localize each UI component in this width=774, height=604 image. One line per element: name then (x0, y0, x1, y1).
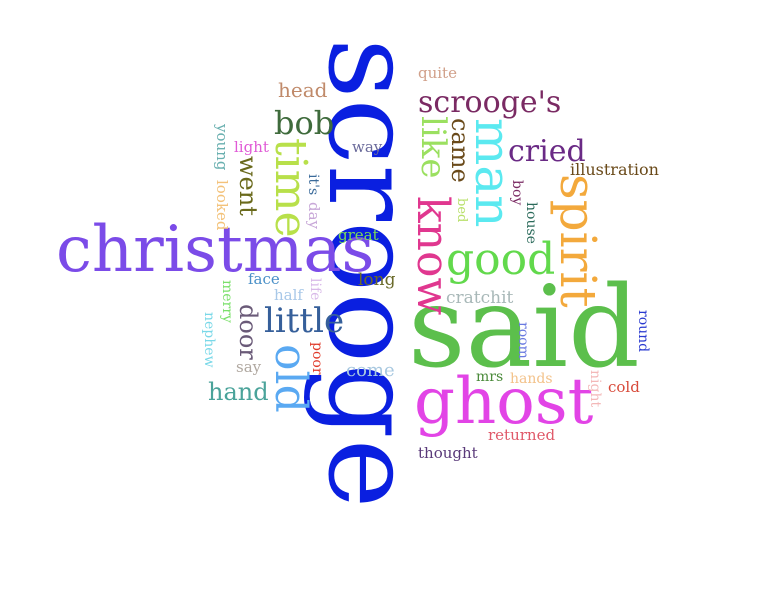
word-went: went (234, 156, 262, 216)
word-poor: poor (309, 342, 325, 375)
word-head: head (278, 78, 328, 102)
word-night: night (587, 370, 603, 408)
word-merry: merry (219, 280, 235, 323)
word-ghost: ghost (414, 365, 594, 439)
word-come: come (346, 360, 395, 381)
word-boy: boy (509, 180, 525, 206)
word-its: it's (305, 174, 321, 196)
word-door: door (234, 304, 262, 360)
word-old: old (265, 344, 316, 413)
word-mrs: mrs (476, 369, 504, 385)
word-house: house (523, 202, 539, 244)
word-round: round (635, 310, 651, 353)
word-way: way (352, 138, 383, 156)
word-returned: returned (488, 426, 556, 444)
word-spirit: spirit (549, 174, 607, 308)
word-life: life (307, 278, 323, 301)
word-day: day (305, 202, 323, 230)
word-good: good (446, 234, 556, 285)
word-thought: thought (418, 444, 478, 462)
word-quite: quite (418, 64, 457, 82)
word-great: great (338, 226, 379, 244)
word-cratchit: cratchit (446, 288, 514, 308)
word-said: said (408, 263, 640, 393)
word-face: face (248, 270, 280, 288)
word-man: man (464, 118, 522, 228)
word-know: know (407, 196, 458, 316)
word-hand: hand (208, 378, 269, 406)
word-young: young (213, 124, 231, 171)
word-nephew: nephew (201, 312, 217, 368)
word-little: little (264, 301, 345, 341)
word-came: came (446, 118, 474, 183)
word-long: long (358, 270, 396, 290)
word-cried: cried (508, 134, 586, 169)
word-room: room (515, 322, 531, 359)
word-illustration: illustration (570, 160, 659, 179)
word-half: half (274, 286, 303, 304)
word-like: like (413, 116, 453, 179)
word-looked: looked (213, 180, 231, 231)
word-bed: bed (454, 198, 469, 223)
word-cold: cold (608, 378, 640, 396)
word-scrooge: scrooge (302, 38, 440, 509)
word-christmas: christmas (56, 213, 375, 287)
word-light: light (234, 138, 269, 156)
word-scrooges: scrooge's (418, 85, 562, 120)
word-hands: hands (510, 371, 553, 387)
word-say: say (236, 358, 262, 376)
word-bob: bob (274, 104, 335, 142)
word-time: time (265, 138, 316, 238)
